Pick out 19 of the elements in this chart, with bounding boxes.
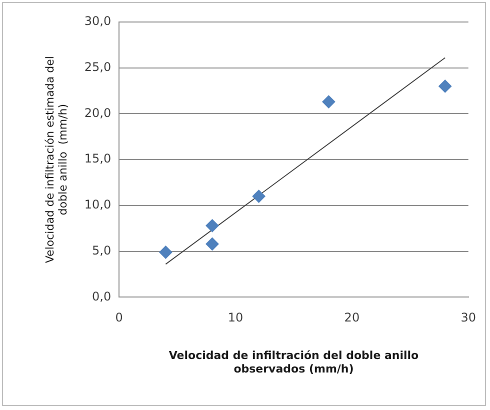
point bbox=[206, 237, 219, 250]
y-tick-label: 15,0 bbox=[84, 152, 112, 166]
point bbox=[159, 246, 172, 259]
y-tick-label: 20,0 bbox=[84, 106, 112, 120]
y-tick-label: 10,0 bbox=[84, 198, 112, 212]
x-tick-label: 20 bbox=[344, 310, 360, 325]
point bbox=[438, 80, 452, 93]
y-tick-label: 0,0 bbox=[92, 289, 112, 304]
y-tick-label: 5,0 bbox=[92, 243, 112, 258]
x-tick-label: 30 bbox=[460, 310, 476, 325]
point bbox=[322, 95, 336, 108]
x-tick-label: 0 bbox=[115, 310, 123, 325]
x-axis-title: Velocidad de infiltración del doble anillo observados (mm/h) bbox=[168, 349, 420, 376]
point bbox=[252, 190, 266, 203]
y-axis-title: Velocidad de infiltración estimada del doble anillo (mm/h) bbox=[43, 56, 70, 264]
x-tick-label: 10 bbox=[228, 310, 244, 325]
y-tick-label: 25,0 bbox=[84, 60, 112, 74]
point bbox=[206, 219, 219, 232]
y-tick-label: 30,0 bbox=[84, 14, 112, 28]
